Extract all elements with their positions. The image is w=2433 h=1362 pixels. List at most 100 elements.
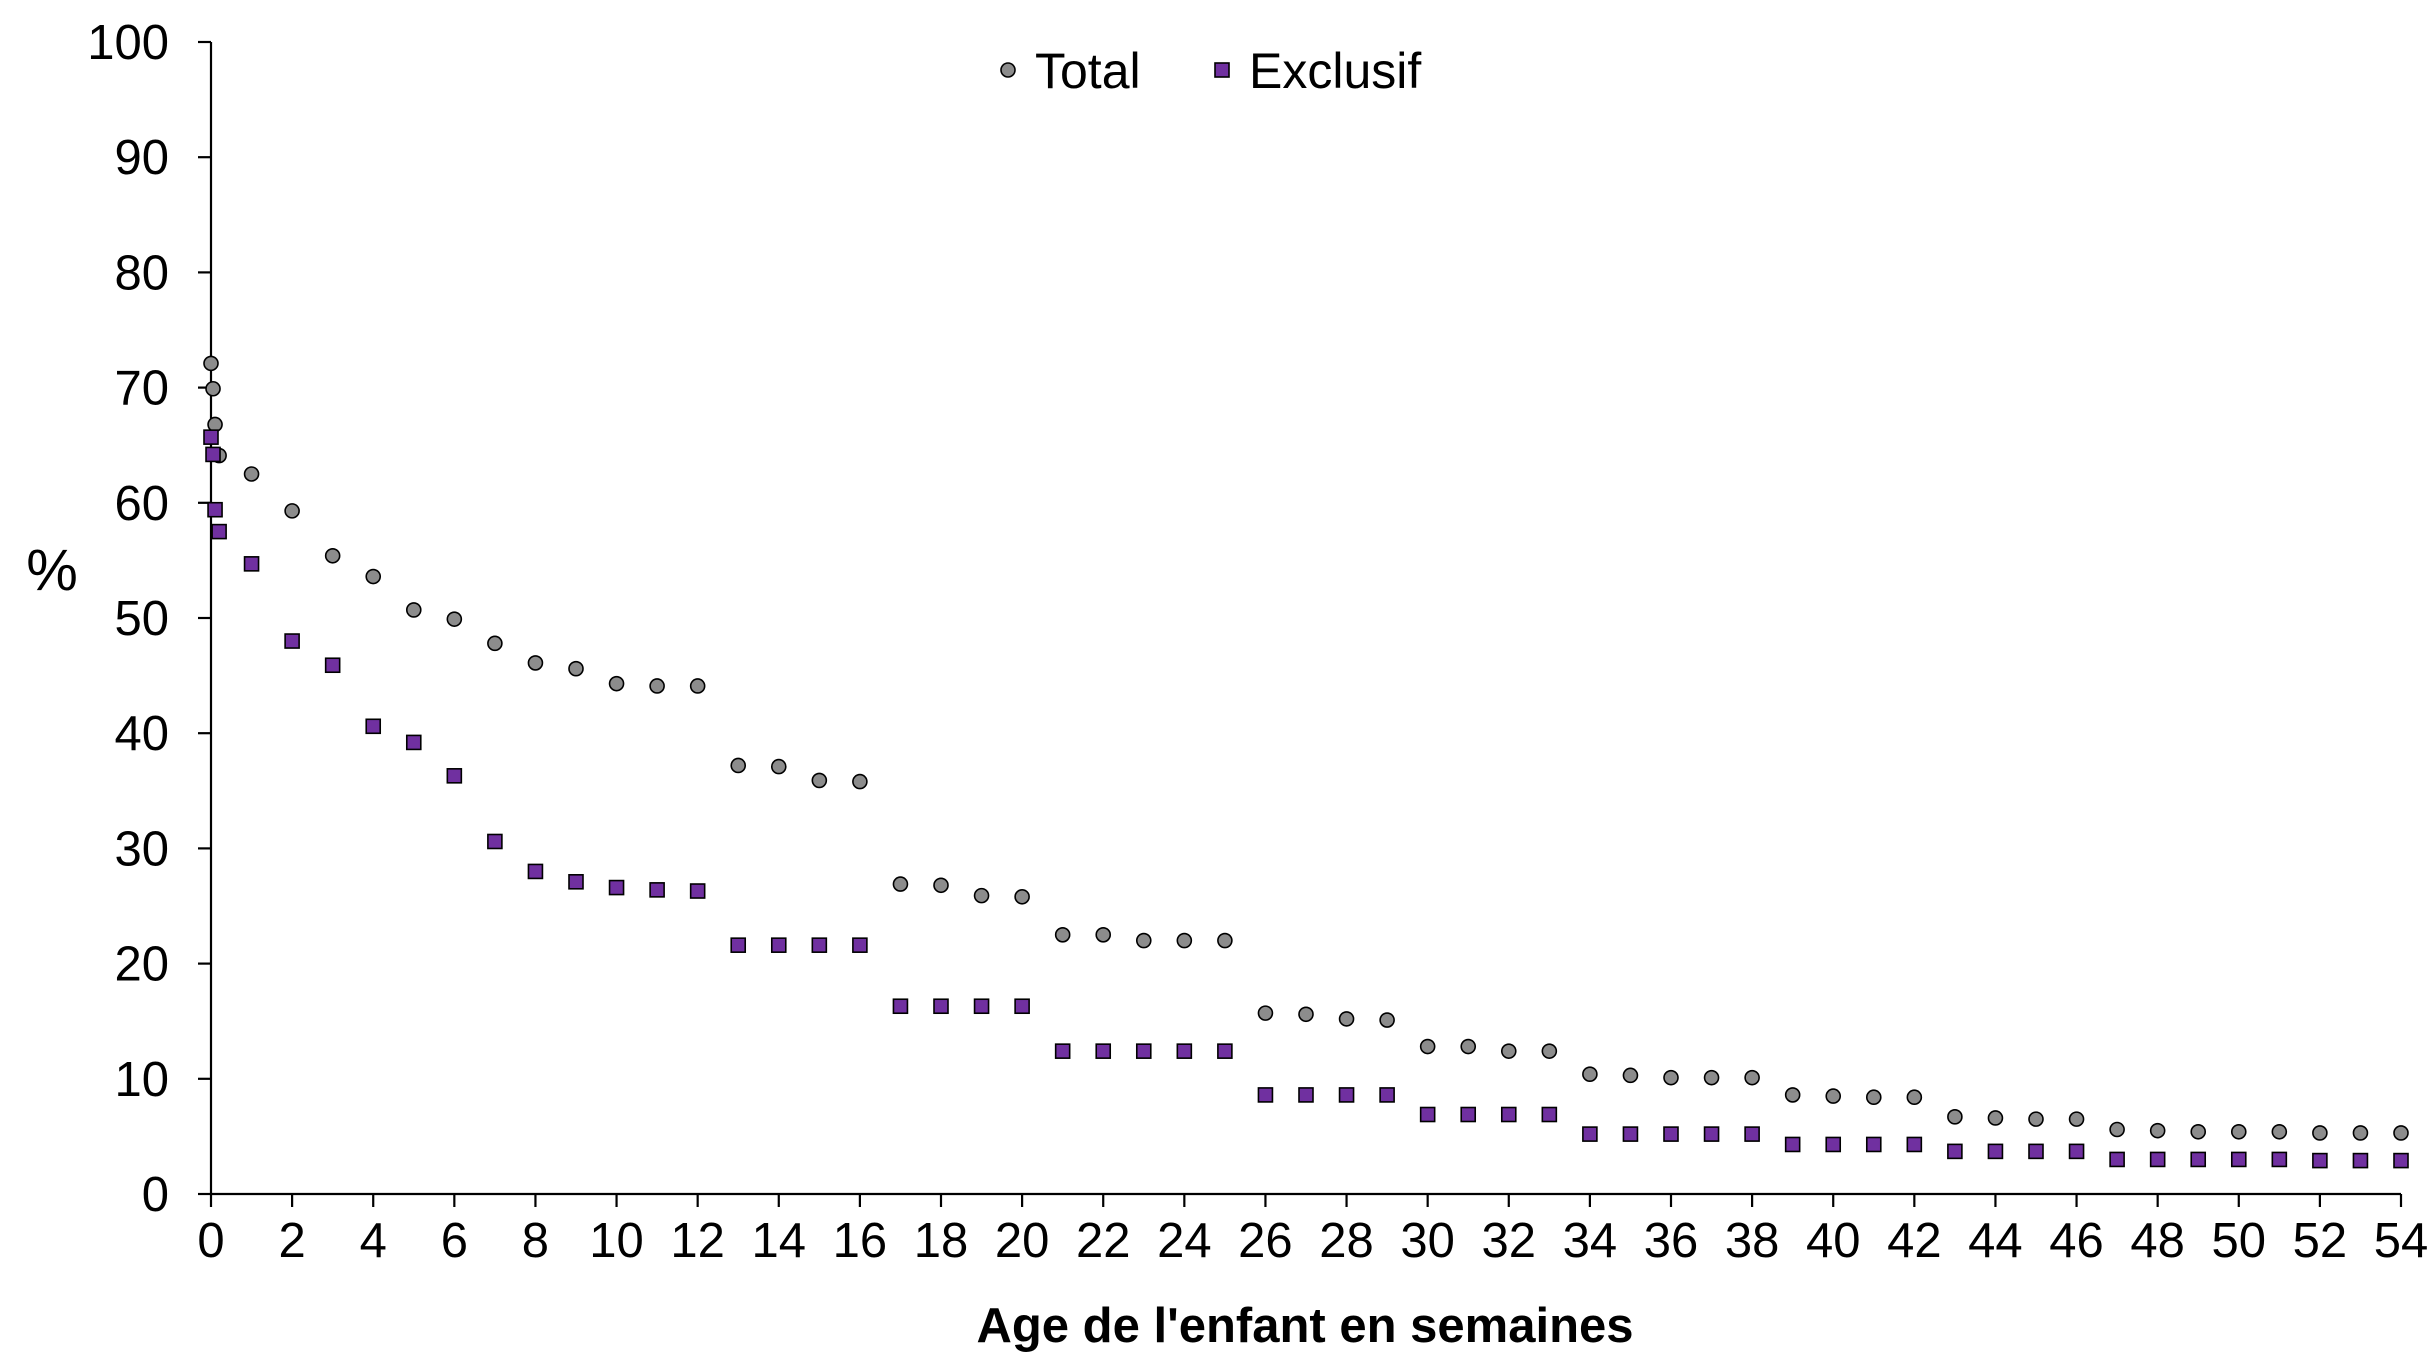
data-point: [649, 882, 665, 898]
x-tick-label: 4: [360, 1214, 387, 1268]
data-point: [1582, 1066, 1598, 1082]
data-point: [205, 380, 221, 397]
data-point: [1419, 1106, 1436, 1123]
x-tick-label: 26: [1238, 1214, 1293, 1268]
y-tick-label: 20: [114, 938, 169, 992]
x-tick-label: 18: [914, 1214, 969, 1268]
data-point: [1500, 1106, 1517, 1123]
data-point: [1217, 932, 1233, 949]
data-point: [1054, 926, 1071, 943]
data-point: [365, 718, 382, 735]
data-point: [973, 887, 990, 904]
data-point: [1500, 1043, 1517, 1059]
data-point: [689, 678, 706, 694]
data-point: [405, 602, 422, 618]
data-point: [892, 876, 909, 892]
x-tick-label: 20: [995, 1214, 1050, 1268]
data-point: [852, 773, 868, 790]
y-tick-label: 30: [114, 822, 169, 876]
data-point: [2230, 1123, 2247, 1140]
y-tick-label: 0: [142, 1168, 169, 1222]
data-point: [2312, 1152, 2328, 1169]
data-point: [1784, 1136, 1801, 1153]
data-point: [1298, 1087, 1314, 1103]
data-point: [1744, 1069, 1760, 1086]
legend-item-exclusif: Exclusif: [1214, 43, 1421, 99]
y-tick-label: 80: [114, 246, 169, 300]
data-point: [2352, 1125, 2369, 1141]
data-point: [1298, 1006, 1314, 1023]
data-point: [608, 879, 625, 896]
x-tick-label: 40: [1806, 1214, 1861, 1268]
data-point: [1217, 1043, 1233, 1059]
y-axis-title: %: [26, 538, 78, 603]
x-tick-label: 50: [2212, 1214, 2267, 1268]
data-point: [1703, 1069, 1720, 1086]
data-point: [284, 503, 300, 519]
data-point: [1865, 1089, 1882, 1106]
data-point: [527, 655, 544, 671]
data-point: [284, 633, 300, 649]
data-point: [1135, 932, 1152, 949]
data-point: [2068, 1143, 2085, 1160]
legend-item-total: Total: [1000, 43, 1141, 99]
x-tick-label: 14: [752, 1214, 807, 1268]
data-point: [2352, 1152, 2369, 1169]
data-point: [1460, 1106, 1477, 1123]
data-point: [527, 863, 544, 880]
data-point: [608, 675, 625, 692]
data-point: [770, 758, 787, 775]
series-exclusif: [203, 429, 2409, 1169]
data-point: [1257, 1087, 1274, 1103]
x-tick-label: 30: [1400, 1214, 1455, 1268]
x-tick-label: 24: [1157, 1214, 1212, 1268]
data-point: [446, 611, 463, 627]
data-point: [1865, 1136, 1882, 1153]
data-point: [1663, 1126, 1679, 1142]
data-point: [1095, 1043, 1112, 1059]
legend-marker: [1214, 62, 1230, 78]
x-axis-title: Age de l'enfant en semaines: [976, 1299, 1633, 1353]
data-point: [1582, 1126, 1598, 1142]
data-point: [446, 768, 463, 784]
x-tick-label: 38: [1725, 1214, 1780, 1268]
data-point: [770, 937, 787, 953]
axes: [198, 40, 2403, 1207]
data-point: [933, 998, 949, 1015]
data-point: [973, 998, 990, 1015]
x-tick-label: 6: [441, 1214, 468, 1268]
data-point: [2190, 1151, 2207, 1168]
legend-label: Total: [1035, 43, 1141, 99]
data-point: [2149, 1122, 2166, 1139]
x-tick-label: 28: [1319, 1214, 1374, 1268]
x-tick-label: 46: [2049, 1214, 2104, 1268]
x-tick-label: 36: [1644, 1214, 1699, 1268]
data-point: [1135, 1043, 1152, 1059]
data-point: [1257, 1005, 1274, 1021]
data-point: [892, 998, 909, 1015]
data-point: [1947, 1109, 1963, 1125]
data-point: [2312, 1125, 2328, 1141]
data-point: [2109, 1151, 2125, 1168]
x-tick-label: 52: [2293, 1214, 2348, 1268]
x-tick-label: 32: [1482, 1214, 1537, 1268]
x-tick-label: 8: [522, 1214, 549, 1268]
data-point: [1379, 1087, 1395, 1103]
series-total: [203, 355, 2409, 1141]
data-point: [689, 883, 706, 899]
data-point: [730, 937, 747, 953]
data-point: [730, 757, 747, 774]
data-point: [1338, 1011, 1355, 1027]
x-tick-label: 10: [589, 1214, 644, 1268]
data-point: [1541, 1106, 1558, 1123]
y-tick-label: 70: [114, 362, 169, 416]
data-point: [852, 937, 868, 953]
data-point: [1663, 1069, 1679, 1086]
data-point: [568, 660, 584, 677]
data-point: [365, 568, 382, 585]
data-point: [2271, 1123, 2288, 1140]
x-tick-label: 48: [2130, 1214, 2185, 1268]
x-tick-label: 44: [1968, 1214, 2023, 1268]
